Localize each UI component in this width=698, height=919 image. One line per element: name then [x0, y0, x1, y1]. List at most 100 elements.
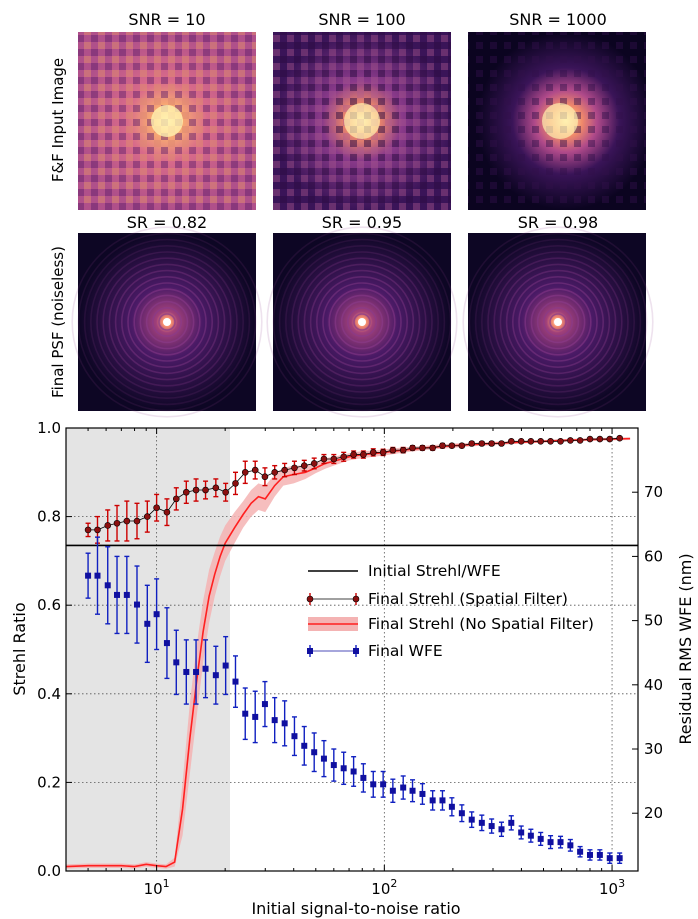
- data-point: [212, 672, 219, 679]
- data-point: [596, 851, 603, 858]
- data-point: [94, 572, 101, 579]
- data-point: [320, 455, 328, 463]
- data-point: [458, 810, 465, 817]
- data-point: [163, 508, 171, 516]
- data-point: [311, 749, 318, 756]
- input-image-snr-1000: [468, 32, 646, 210]
- data-point: [518, 829, 525, 836]
- data-point: [281, 466, 288, 474]
- x-tick-label: 102: [371, 877, 397, 898]
- data-point: [114, 591, 121, 598]
- psf-image-1: [71, 226, 263, 418]
- x-tick-label: 101: [144, 877, 170, 898]
- data-point: [202, 665, 209, 672]
- data-point: [153, 611, 160, 618]
- data-point: [557, 437, 564, 445]
- data-point: [123, 517, 131, 525]
- panel-title-snr-100: SNR = 100: [318, 10, 405, 29]
- data-point: [448, 442, 456, 450]
- data-point: [330, 762, 337, 769]
- row-label-input: F&F Input Image: [49, 58, 67, 182]
- data-point: [606, 855, 613, 862]
- data-point: [360, 774, 367, 781]
- row-label-psf: Final PSF (noiseless): [49, 246, 67, 398]
- data-point: [350, 451, 357, 458]
- data-point: [596, 435, 604, 443]
- data-point: [310, 460, 318, 467]
- data-point: [439, 442, 446, 450]
- x-axis-label: Initial signal-to-noise ratio: [251, 899, 460, 918]
- data-point: [85, 572, 92, 579]
- data-point: [419, 790, 426, 797]
- data-point: [271, 468, 278, 476]
- data-point: [104, 522, 112, 529]
- data-point: [291, 464, 298, 472]
- psf-image-3: [462, 226, 654, 418]
- data-point: [586, 851, 593, 858]
- y-right-tick-label: 70: [644, 483, 663, 501]
- data-point: [281, 720, 288, 727]
- data-point: [104, 582, 111, 589]
- data-point: [192, 486, 200, 494]
- x-tick-label: 103: [599, 877, 625, 898]
- data-point: [468, 816, 475, 823]
- data-point: [252, 713, 259, 720]
- data-point: [144, 620, 151, 627]
- data-point: [557, 839, 564, 846]
- y-right-tick-label: 50: [644, 612, 663, 630]
- data-point: [360, 451, 367, 458]
- data-point: [508, 819, 515, 826]
- data-point: [409, 787, 416, 794]
- input-image-snr-100: [273, 32, 451, 210]
- y-right-tick-label: 40: [644, 676, 663, 694]
- image-grid: F&F Input Image Final PSF (noiseless) SN…: [49, 10, 654, 418]
- data-point: [606, 435, 614, 443]
- legend-swatch-wfe-marker: [353, 648, 359, 654]
- y-tick-label: 0.0: [37, 862, 61, 880]
- legend-swatch-spatial-marker: [306, 595, 314, 603]
- data-point: [379, 449, 387, 456]
- axis-ticks: 101 102 103 0.0 0.2 0.4 0.6 0.8 1.0 20 30 40 50 60 70: [37, 419, 663, 898]
- data-point: [251, 466, 259, 474]
- data-point: [222, 488, 229, 496]
- strehl-chart: 101 102 1030.00.20.40.60.81.0203040506070 …: [10, 419, 695, 918]
- y-tick-label: 0.4: [37, 685, 61, 703]
- data-point: [193, 668, 200, 675]
- panel-title-sr-082: SR = 0.82: [127, 213, 207, 232]
- psf-image-2: [266, 226, 458, 418]
- data-point: [478, 440, 486, 447]
- data-point: [429, 444, 436, 452]
- data-point: [163, 640, 170, 647]
- data-point: [527, 437, 535, 445]
- legend-swatch-spatial-marker: [352, 595, 360, 603]
- data-point: [369, 449, 377, 456]
- data-point: [399, 446, 407, 454]
- data-point: [340, 453, 347, 461]
- data-point: [212, 484, 220, 492]
- y-tick-label: 0.8: [37, 508, 61, 526]
- data-point: [173, 659, 180, 666]
- data-point: [84, 526, 92, 534]
- data-point: [400, 784, 407, 791]
- data-point: [340, 765, 347, 772]
- data-point: [232, 480, 239, 487]
- data-point: [458, 442, 466, 450]
- data-point: [567, 842, 574, 849]
- data-point: [547, 437, 554, 445]
- legend-label: Final WFE: [368, 642, 443, 660]
- data-point: [380, 781, 387, 788]
- y-tick-label: 0.2: [37, 773, 61, 791]
- data-point: [389, 787, 396, 794]
- legend-label: Final Strehl (Spatial Filter): [368, 590, 568, 608]
- legend: Initial Strehl/WFE Final Strehl (Spatial …: [306, 562, 594, 660]
- data-point: [202, 486, 209, 494]
- series-final-wfe: [85, 536, 623, 864]
- data-point: [576, 437, 584, 444]
- data-point: [271, 717, 278, 724]
- data-point: [350, 768, 357, 775]
- data-point: [507, 437, 515, 445]
- data-point: [389, 446, 397, 454]
- panel-title-sr-098: SR = 0.98: [518, 213, 598, 232]
- data-point: [133, 517, 141, 525]
